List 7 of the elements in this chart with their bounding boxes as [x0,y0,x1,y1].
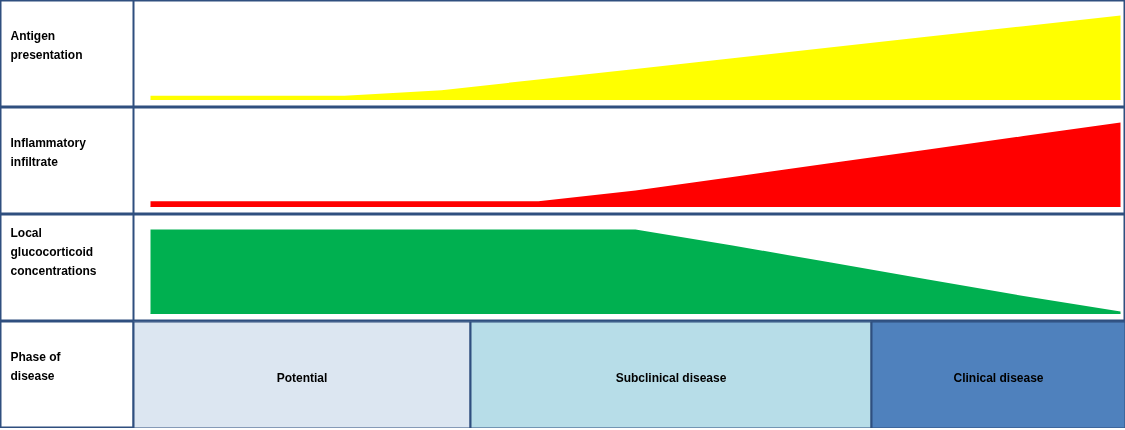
category-label: Subclinical disease [615,371,727,386]
category-label: Potential [276,371,328,386]
category-label: Clinical disease [953,371,1044,386]
y-axis-title: Local glucocorticoid concentrations [10,226,97,279]
y-axis-title: Antigen presentation [10,29,83,63]
text: Phase of disease [10,350,62,384]
y-axis-title: Inflammatory infiltrate [10,136,87,170]
